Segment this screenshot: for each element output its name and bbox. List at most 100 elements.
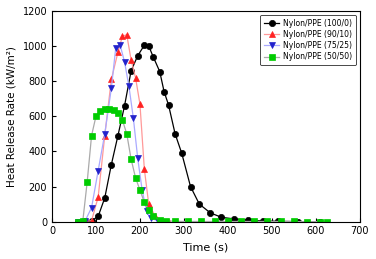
Nylon/PPE (50/50) [98, 110, 103, 113]
Nylon/PPE (100/0) [116, 134, 120, 137]
Nylon/PPE (75/25) [118, 44, 123, 47]
Nylon/PPE (50/50) [278, 220, 283, 223]
Nylon/PPE (50/50) [116, 111, 120, 114]
Nylon/PPE (50/50) [138, 189, 142, 192]
Nylon/PPE (75/25) [89, 206, 94, 209]
Nylon/PPE (75/25) [76, 220, 80, 223]
Nylon/PPE (90/10) [129, 59, 133, 62]
X-axis label: Time (s): Time (s) [183, 242, 229, 252]
Nylon/PPE (90/10) [166, 220, 171, 223]
Nylon/PPE (75/25) [149, 217, 153, 220]
Nylon/PPE (90/10) [76, 220, 80, 223]
Nylon/PPE (100/0) [246, 219, 250, 222]
Nylon/PPE (100/0) [76, 220, 80, 223]
Nylon/PPE (75/25) [114, 46, 118, 49]
Nylon/PPE (75/25) [109, 87, 114, 90]
Nylon/PPE (100/0) [261, 219, 265, 222]
Nylon/PPE (75/25) [122, 60, 127, 63]
Nylon/PPE (100/0) [166, 103, 171, 106]
Nylon/PPE (100/0) [129, 69, 133, 72]
Line: Nylon/PPE (50/50): Nylon/PPE (50/50) [75, 106, 330, 225]
Nylon/PPE (50/50) [129, 158, 133, 161]
Nylon/PPE (100/0) [162, 90, 166, 93]
Nylon/PPE (75/25) [144, 210, 149, 213]
Nylon/PPE (50/50) [76, 220, 80, 223]
Nylon/PPE (100/0) [219, 216, 224, 219]
Nylon/PPE (50/50) [111, 109, 116, 112]
Nylon/PPE (50/50) [252, 220, 256, 223]
Nylon/PPE (50/50) [164, 219, 168, 222]
Nylon/PPE (75/25) [162, 220, 166, 223]
Nylon/PPE (100/0) [188, 185, 193, 188]
Nylon/PPE (100/0) [96, 215, 100, 218]
Nylon/PPE (50/50) [173, 220, 177, 223]
Nylon/PPE (75/25) [140, 189, 144, 192]
Nylon/PPE (90/10) [96, 196, 100, 199]
Nylon/PPE (90/10) [142, 167, 147, 170]
Nylon/PPE (90/10) [116, 51, 120, 54]
Nylon/PPE (75/25) [135, 157, 140, 160]
Nylon/PPE (50/50) [120, 118, 124, 121]
Nylon/PPE (100/0) [103, 196, 107, 199]
Nylon/PPE (100/0) [197, 203, 202, 206]
Nylon/PPE (90/10) [147, 203, 151, 206]
Nylon/PPE (50/50) [158, 218, 162, 221]
Nylon/PPE (100/0) [109, 163, 114, 166]
Nylon/PPE (50/50) [239, 220, 243, 223]
Line: Nylon/PPE (75/25): Nylon/PPE (75/25) [75, 42, 168, 225]
Nylon/PPE (50/50) [226, 220, 230, 223]
Nylon/PPE (50/50) [151, 215, 155, 218]
Nylon/PPE (100/0) [158, 70, 162, 73]
Nylon/PPE (90/10) [120, 35, 124, 38]
Nylon/PPE (90/10) [103, 134, 107, 137]
Nylon/PPE (50/50) [80, 220, 85, 223]
Nylon/PPE (100/0) [208, 211, 212, 214]
Nylon/PPE (90/10) [124, 33, 129, 36]
Nylon/PPE (50/50) [292, 220, 296, 223]
Line: Nylon/PPE (100/0): Nylon/PPE (100/0) [75, 42, 323, 225]
Nylon/PPE (75/25) [103, 132, 107, 135]
Nylon/PPE (50/50) [265, 220, 270, 223]
Nylon/PPE (75/25) [127, 85, 131, 88]
Nylon/PPE (100/0) [296, 220, 300, 223]
Nylon/PPE (100/0) [135, 54, 140, 57]
Nylon/PPE (50/50) [212, 220, 217, 223]
Nylon/PPE (90/10) [153, 215, 158, 218]
Nylon/PPE (50/50) [305, 220, 309, 223]
Y-axis label: Heat Release Rate (kW/m²): Heat Release Rate (kW/m²) [7, 46, 17, 187]
Line: Nylon/PPE (90/10): Nylon/PPE (90/10) [75, 31, 172, 225]
Nylon/PPE (50/50) [94, 115, 98, 118]
Nylon/PPE (90/10) [83, 220, 87, 223]
Nylon/PPE (50/50) [199, 220, 204, 223]
Nylon/PPE (75/25) [83, 220, 87, 223]
Legend: Nylon/PPE (100/0), Nylon/PPE (90/10), Nylon/PPE (75/25), Nylon/PPE (50/50): Nylon/PPE (100/0), Nylon/PPE (90/10), Ny… [260, 15, 356, 65]
Nylon/PPE (100/0) [122, 104, 127, 107]
Nylon/PPE (50/50) [124, 132, 129, 135]
Nylon/PPE (100/0) [151, 55, 155, 58]
Nylon/PPE (100/0) [276, 220, 281, 223]
Nylon/PPE (50/50) [142, 201, 147, 204]
Nylon/PPE (100/0) [83, 220, 87, 223]
Nylon/PPE (50/50) [324, 220, 329, 223]
Nylon/PPE (50/50) [318, 220, 323, 223]
Nylon/PPE (50/50) [133, 176, 138, 179]
Nylon/PPE (50/50) [147, 209, 151, 212]
Nylon/PPE (100/0) [173, 132, 177, 135]
Nylon/PPE (100/0) [147, 45, 151, 48]
Nylon/PPE (90/10) [160, 219, 164, 222]
Nylon/PPE (100/0) [179, 152, 184, 155]
Nylon/PPE (50/50) [107, 108, 111, 111]
Nylon/PPE (100/0) [89, 219, 94, 222]
Nylon/PPE (50/50) [103, 108, 107, 111]
Nylon/PPE (90/10) [138, 103, 142, 106]
Nylon/PPE (75/25) [131, 117, 136, 120]
Nylon/PPE (50/50) [89, 134, 94, 137]
Nylon/PPE (100/0) [318, 220, 323, 223]
Nylon/PPE (100/0) [142, 44, 147, 47]
Nylon/PPE (90/10) [133, 76, 138, 79]
Nylon/PPE (90/10) [89, 219, 94, 222]
Nylon/PPE (100/0) [232, 218, 237, 221]
Nylon/PPE (75/25) [155, 219, 160, 222]
Nylon/PPE (50/50) [85, 181, 89, 184]
Nylon/PPE (50/50) [186, 220, 191, 223]
